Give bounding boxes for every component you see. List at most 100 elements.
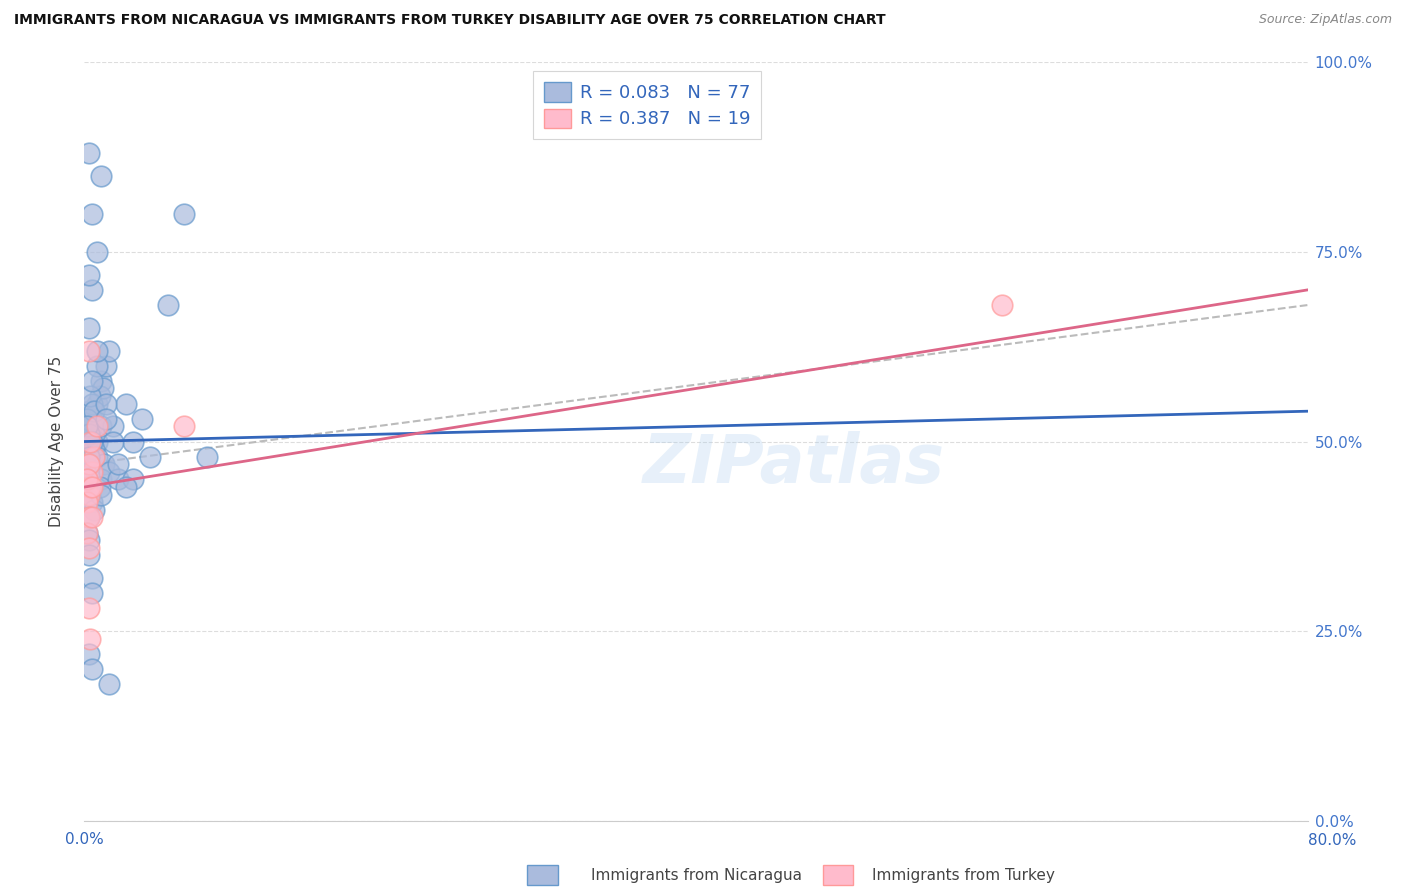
Point <box>195 450 218 464</box>
Point <box>83 450 105 464</box>
Point <box>80 419 103 434</box>
Point <box>97 343 120 358</box>
Point <box>83 442 105 457</box>
Point <box>139 450 162 464</box>
Text: Source: ZipAtlas.com: Source: ZipAtlas.com <box>1258 13 1392 27</box>
Point <box>76 427 98 442</box>
Point <box>90 419 112 434</box>
Point <box>77 647 100 661</box>
Point <box>991 298 1014 312</box>
Text: IMMIGRANTS FROM NICARAGUA VS IMMIGRANTS FROM TURKEY DISABILITY AGE OVER 75 CORRE: IMMIGRANTS FROM NICARAGUA VS IMMIGRANTS … <box>14 13 886 28</box>
Point <box>77 320 100 334</box>
Point <box>79 465 101 479</box>
Point <box>79 427 101 442</box>
Text: Immigrants from Turkey: Immigrants from Turkey <box>872 869 1054 883</box>
Point <box>80 571 103 585</box>
Y-axis label: Disability Age Over 75: Disability Age Over 75 <box>49 356 63 527</box>
Point <box>94 412 117 426</box>
Point <box>77 146 100 161</box>
Point <box>86 419 108 434</box>
Point <box>86 434 108 449</box>
Point <box>80 412 103 426</box>
Point <box>80 283 103 297</box>
Point <box>76 419 98 434</box>
Point <box>90 473 112 487</box>
Point <box>90 169 112 184</box>
Point <box>76 473 98 487</box>
Point <box>76 495 98 509</box>
Point <box>107 457 129 471</box>
Point <box>77 412 100 426</box>
Point <box>80 450 103 464</box>
Point <box>77 533 100 547</box>
Point <box>94 396 117 410</box>
Point <box>80 662 103 676</box>
Point <box>89 389 111 403</box>
Point <box>94 359 117 373</box>
Point <box>80 495 103 509</box>
Point <box>173 207 195 221</box>
Point <box>76 442 98 457</box>
Text: Immigrants from Nicaragua: Immigrants from Nicaragua <box>591 869 801 883</box>
Text: 80.0%: 80.0% <box>1309 833 1357 847</box>
Point <box>86 359 108 373</box>
Point <box>79 389 101 403</box>
Point <box>90 374 112 388</box>
Point <box>86 396 108 410</box>
Point <box>80 465 103 479</box>
Point <box>103 419 125 434</box>
Point <box>76 434 98 449</box>
Point <box>79 434 101 449</box>
Point <box>77 510 100 524</box>
Point <box>90 487 112 501</box>
Point <box>80 586 103 600</box>
Point <box>122 473 145 487</box>
Point <box>77 343 100 358</box>
Point <box>80 207 103 221</box>
Point <box>77 427 100 442</box>
Point <box>93 457 115 471</box>
Point <box>77 541 100 555</box>
Point <box>79 434 101 449</box>
Point <box>86 450 108 464</box>
Point <box>76 412 98 426</box>
Point <box>114 480 136 494</box>
Point <box>77 487 100 501</box>
Point <box>97 465 120 479</box>
Point <box>86 343 108 358</box>
Point <box>107 473 129 487</box>
Point <box>114 396 136 410</box>
Point <box>77 457 100 471</box>
Point <box>77 601 100 615</box>
Point <box>77 450 100 464</box>
Point <box>76 525 98 540</box>
Text: ZIPatlas: ZIPatlas <box>643 432 945 497</box>
Point <box>80 434 103 449</box>
Point <box>157 298 180 312</box>
Point <box>83 404 105 418</box>
Point <box>79 632 101 646</box>
Point <box>77 548 100 563</box>
Point <box>77 510 100 524</box>
Point <box>79 487 101 501</box>
Legend: R = 0.083   N = 77, R = 0.387   N = 19: R = 0.083 N = 77, R = 0.387 N = 19 <box>533 71 761 139</box>
Point <box>84 419 107 434</box>
Point <box>80 480 103 494</box>
Point <box>97 677 120 691</box>
Point <box>77 434 100 449</box>
Point <box>77 268 100 282</box>
Point <box>80 396 103 410</box>
Point <box>122 434 145 449</box>
Point <box>173 419 195 434</box>
Point <box>76 473 98 487</box>
Point <box>76 525 98 540</box>
Point <box>86 244 108 259</box>
Point <box>80 374 103 388</box>
Point <box>77 404 100 418</box>
Point <box>83 503 105 517</box>
Point <box>79 480 101 494</box>
Point <box>77 419 100 434</box>
Point <box>77 457 100 471</box>
Point <box>77 480 100 494</box>
Point <box>103 434 125 449</box>
